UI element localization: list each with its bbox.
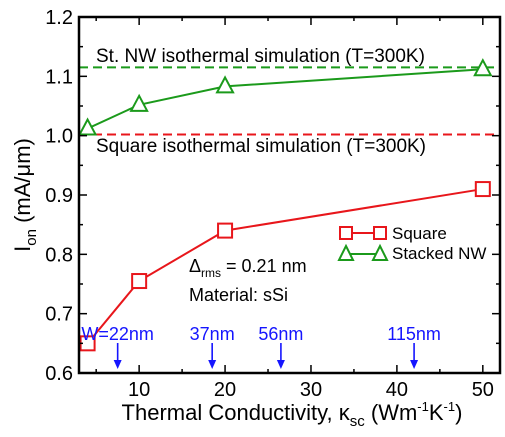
legend-label-stacked: Stacked NW <box>392 244 486 263</box>
width-label-0: W=22nm <box>81 324 154 344</box>
legend-marker-square-right <box>373 226 387 240</box>
y-tick-label-4: 1.0 <box>45 126 73 148</box>
legend-label-square: Square <box>392 224 447 243</box>
delta-value: = 0.21 nm <box>221 256 307 276</box>
series-line-0 <box>86 188 483 344</box>
x-title-main: Thermal Conductivity, κ <box>122 400 351 425</box>
y-tick-label-6: 1.2 <box>45 7 73 29</box>
delta-annotation: Δrms = 0.21 nm <box>189 256 307 280</box>
y-tick-label-5: 1.1 <box>45 66 73 88</box>
x-title-subscript: sc <box>350 413 366 430</box>
axis-ticks: 10 20 30 40 50 0.6 0.7 0.8 0.9 1.0 1.1 1.2 <box>45 7 500 401</box>
width-arrowhead-0 <box>113 360 122 369</box>
x-tick-label-2: 30 <box>300 379 322 401</box>
width-arrowhead-1 <box>208 360 217 369</box>
x-tick-label-1: 20 <box>214 379 236 401</box>
y-tick-label-0: 0.6 <box>45 363 73 385</box>
delta-subscript: rms <box>201 266 221 280</box>
plot-frame <box>77 15 502 375</box>
series-lines <box>86 68 483 344</box>
series-0-point-1 <box>131 273 148 290</box>
y-tick-label-1: 0.7 <box>45 304 73 326</box>
x-title-unit-open: (Wm <box>365 400 418 425</box>
y-tick-label-3: 0.9 <box>45 185 73 207</box>
x-title-unit-close: ) <box>455 400 462 425</box>
legend: Square Stacked NW <box>337 224 486 263</box>
series-1-point-1 <box>129 93 149 112</box>
series-1-point-3 <box>473 58 493 77</box>
width-label-2: 56nm <box>258 324 303 344</box>
y-title-subscript: on <box>23 229 40 246</box>
y-title-unit: (mA/μm) <box>10 138 35 229</box>
series-1-point-0 <box>77 117 98 136</box>
x-title-exp2: -1 <box>444 399 456 414</box>
legend-marker-square-left <box>339 226 353 240</box>
y-tick-label-2: 0.8 <box>45 244 73 266</box>
reference-lines <box>79 66 500 136</box>
series-0-point-2 <box>217 222 234 239</box>
y-title-main: I <box>10 246 35 252</box>
ref-label-stacked: St. NW isothermal simulation (T=300K) <box>96 46 425 67</box>
x-title-exp1: -1 <box>417 399 429 414</box>
width-label-1: 37nm <box>190 324 235 344</box>
x-axis-title: Thermal Conductivity, κsc (Wm-1K-1) <box>122 399 463 430</box>
series-1-point-2 <box>215 75 235 94</box>
delta-symbol: Δ <box>189 256 201 276</box>
series-markers <box>77 58 493 352</box>
material-annotation: Material: sSi <box>189 285 288 305</box>
legend-marker-stacked-right <box>371 243 389 261</box>
x-tick-label-3: 40 <box>386 379 408 401</box>
series-0-point-3 <box>474 181 491 198</box>
x-tick-label-4: 50 <box>472 379 494 401</box>
width-markers: W=22nm 37nm 56nm 115nm <box>81 324 441 369</box>
series-line-1 <box>87 68 483 130</box>
width-arrowhead-3 <box>410 360 419 369</box>
x-title-unit-mid: K <box>429 400 444 425</box>
y-axis-title: Ion (mA/μm) <box>10 138 40 252</box>
ref-label-square: Square isothermal simulation (T=300K) <box>96 136 426 157</box>
width-arrowhead-2 <box>276 360 285 369</box>
legend-marker-stacked-left <box>337 243 355 261</box>
width-label-3: 115nm <box>387 324 441 344</box>
x-tick-label-0: 10 <box>128 379 150 401</box>
